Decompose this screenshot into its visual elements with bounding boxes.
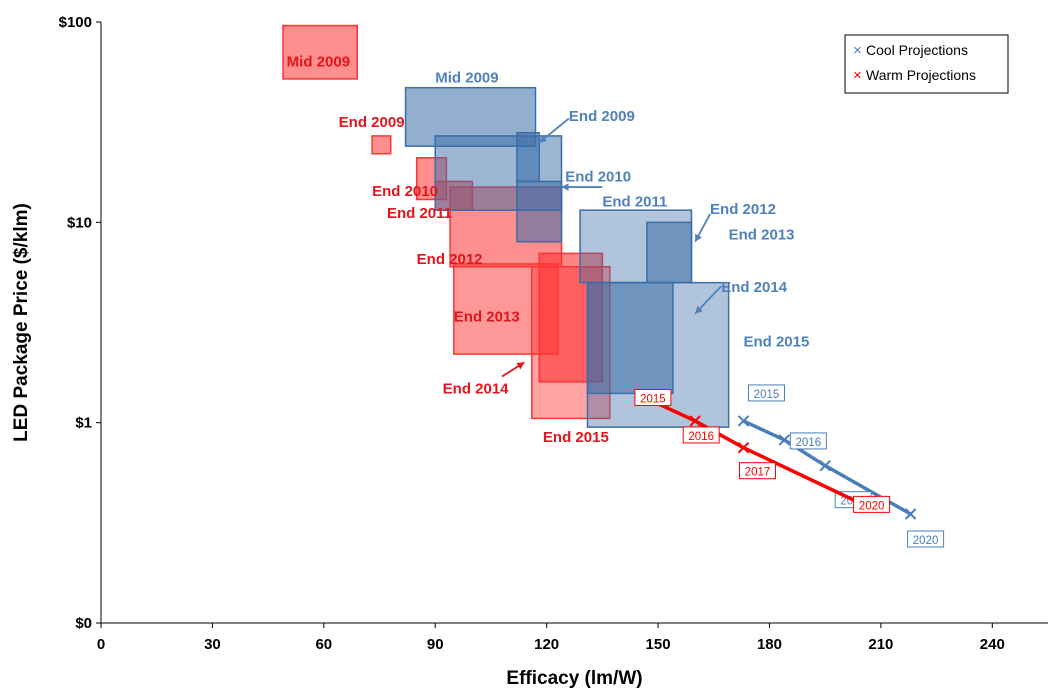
legend-marker: × bbox=[853, 67, 862, 84]
y-tick-label: $10 bbox=[67, 214, 92, 231]
x-tick-label: 90 bbox=[427, 636, 444, 653]
x-tick-label: 210 bbox=[868, 636, 893, 653]
cool-period-label: End 2012 bbox=[710, 201, 776, 218]
cool-projection-line bbox=[742, 419, 912, 516]
warm-period-label: End 2013 bbox=[454, 308, 520, 325]
warm-period-label: End 2010 bbox=[372, 183, 438, 200]
svg-text:2020: 2020 bbox=[913, 535, 939, 547]
cool-period-label: End 2011 bbox=[602, 193, 667, 210]
cool-pointer-arrow bbox=[694, 285, 722, 315]
warm-year-label: 2020 bbox=[853, 495, 891, 513]
warm-period-label: End 2015 bbox=[543, 429, 609, 446]
legend-item-warm: × Warm Projections bbox=[853, 67, 976, 84]
warm-projection-point bbox=[689, 415, 701, 427]
svg-text:2020: 2020 bbox=[859, 500, 885, 512]
warm-period-label: Mid 2009 bbox=[287, 53, 350, 70]
boxes-layer bbox=[282, 24, 730, 428]
cool-pointer-arrow bbox=[538, 117, 570, 144]
axes-layer: 0 30 60 90 120 150 180 210 240 $0 $1 $10 $100 bbox=[59, 14, 1048, 653]
cool-period-label: End 2015 bbox=[743, 333, 809, 350]
warm-period-label: End 2011 bbox=[387, 205, 452, 222]
warm-range-box bbox=[282, 24, 358, 80]
cool-pointer-arrow bbox=[694, 213, 711, 243]
legend-box bbox=[844, 34, 1009, 94]
svg-text:2016: 2016 bbox=[688, 431, 714, 443]
warm-year-label: 2015 bbox=[634, 389, 672, 407]
cool-range-box bbox=[516, 132, 540, 183]
x-tick-label: 30 bbox=[204, 636, 221, 653]
legend-label: Cool Projections bbox=[866, 42, 968, 58]
cool-period-label: End 2010 bbox=[565, 168, 631, 185]
y-tick-label: $1 bbox=[75, 415, 92, 432]
cool-projection-point bbox=[904, 508, 917, 520]
y-tick-label: $0 bbox=[75, 615, 92, 632]
x-tick-label: 0 bbox=[97, 636, 105, 653]
warm-period-label: End 2009 bbox=[339, 114, 405, 131]
x-tick-label: 60 bbox=[315, 636, 332, 653]
cool-pointer-arrow bbox=[561, 183, 603, 191]
x-tick-label: 240 bbox=[980, 636, 1005, 653]
cool-projection-point bbox=[737, 415, 750, 427]
annotations-layer: Mid 2009 End 2009 End 2010 End 2011 End 2012… bbox=[287, 53, 810, 446]
cool-projection-point bbox=[819, 459, 831, 472]
svg-text:2015: 2015 bbox=[640, 394, 666, 406]
y-tick-label: $100 bbox=[59, 14, 92, 31]
cool-period-label: End 2009 bbox=[569, 108, 635, 125]
y-axis-title: LED Package Price ($/klm) bbox=[11, 203, 32, 442]
series-layer: 20152016201720202015201620172020 bbox=[634, 384, 945, 548]
cool-period-label: End 2014 bbox=[721, 279, 788, 296]
cool-range-box bbox=[516, 180, 563, 243]
x-axis-title: Efficacy (lm/W) bbox=[506, 668, 642, 689]
x-tick-label: 180 bbox=[757, 636, 782, 653]
cool-period-label: Mid 2009 bbox=[435, 69, 498, 86]
cool-period-label: End 2013 bbox=[729, 227, 795, 244]
cool-year-label: 2016 bbox=[789, 432, 827, 450]
legend: × Cool Projections× Warm Projections bbox=[844, 34, 1009, 94]
warm-projection-point bbox=[737, 441, 750, 454]
warm-year-label: 2016 bbox=[682, 426, 720, 444]
x-tick-label: 120 bbox=[534, 636, 559, 653]
warm-period-label: End 2012 bbox=[417, 251, 483, 268]
legend-label: Warm Projections bbox=[866, 67, 976, 83]
warm-period-label: End 2014 bbox=[443, 380, 510, 397]
svg-text:2015: 2015 bbox=[754, 389, 780, 401]
x-tick-label: 150 bbox=[646, 636, 671, 653]
svg-text:2016: 2016 bbox=[796, 437, 822, 449]
legend-item-cool: × Cool Projections bbox=[853, 42, 968, 59]
svg-text:2017: 2017 bbox=[745, 467, 771, 479]
cool-projection-point bbox=[778, 434, 791, 446]
cool-year-label: 2020 bbox=[907, 530, 945, 548]
warm-range-box bbox=[371, 135, 392, 155]
cool-range-box bbox=[646, 221, 693, 284]
cool-year-label: 2015 bbox=[747, 384, 785, 402]
legend-marker: × bbox=[853, 42, 862, 59]
warm-pointer-arrow bbox=[501, 361, 525, 378]
warm-year-label: 2017 bbox=[738, 462, 776, 480]
